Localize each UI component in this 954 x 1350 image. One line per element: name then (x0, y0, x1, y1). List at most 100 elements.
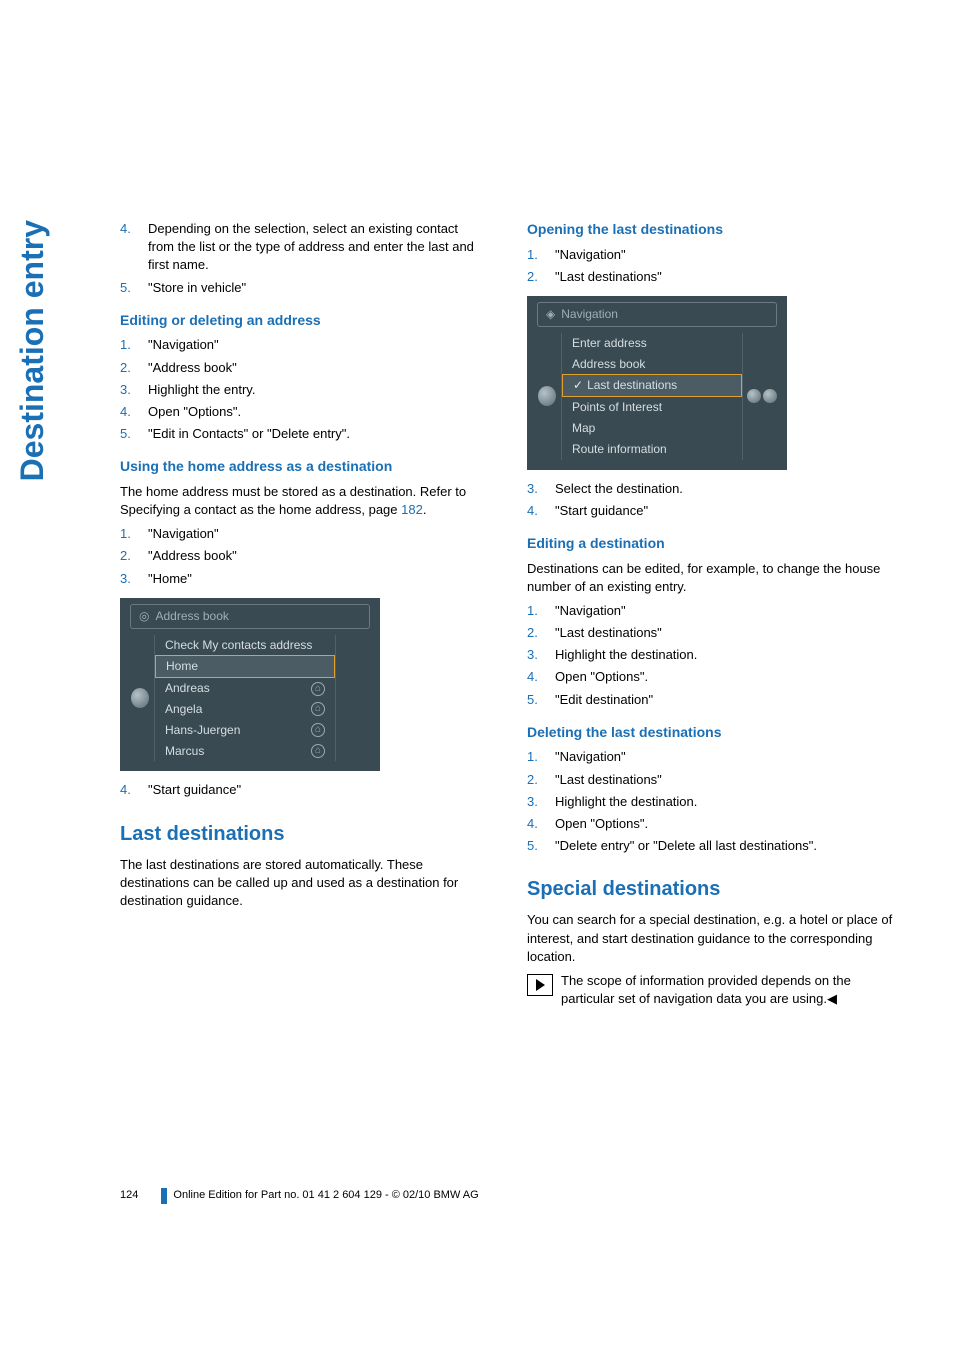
note-icon (527, 974, 553, 996)
page-number: 124 (120, 1188, 138, 1203)
list-item: 3."Home" (120, 570, 487, 588)
list-item: 4."Start guidance" (527, 502, 894, 520)
screenshot-row: Address book (562, 354, 742, 375)
list-number: 4. (120, 220, 138, 275)
list-item: 5."Edit destination" (527, 691, 894, 709)
list-text: "Delete entry" or "Delete all last desti… (555, 837, 894, 855)
note-block: The scope of information provided depend… (527, 972, 894, 1008)
list-text: "Store in vehicle" (148, 279, 487, 297)
knob-icon (763, 389, 777, 403)
row-label: Home (166, 658, 198, 675)
screenshot-row: Enter address (562, 333, 742, 354)
list-text: Open "Options". (555, 815, 894, 833)
list-number: 4. (527, 815, 545, 833)
list-number: 1. (120, 336, 138, 354)
check-icon: ✓ (573, 378, 583, 392)
screenshot-row: Angela ⌂ (155, 699, 335, 720)
paragraph: The last destinations are stored automat… (120, 856, 487, 911)
list-number: 3. (527, 480, 545, 498)
list-number: 1. (527, 602, 545, 620)
list-item: 4."Start guidance" (120, 781, 487, 799)
text: . (423, 502, 427, 517)
list-number: 3. (527, 646, 545, 664)
screenshot-title: Navigation (561, 306, 618, 323)
list-text: Highlight the destination. (555, 646, 894, 664)
list-number: 5. (527, 691, 545, 709)
numbered-list: 1. "Navigation" 2."Address book" 3.Highligh… (120, 336, 487, 443)
list-text: "Navigation" (555, 246, 894, 264)
heading-deleting-last: Deleting the last destinations (527, 723, 894, 743)
row-label: Marcus (165, 743, 204, 760)
list-item: 2."Last destinations" (527, 268, 894, 286)
left-column: 4.Depending on the selection, select an … (120, 220, 487, 1008)
list-item: 2."Last destinations" (527, 771, 894, 789)
screenshot-row: Andreas⌂ (155, 678, 335, 699)
list-text: "Navigation" (148, 336, 487, 354)
list-text: Highlight the destination. (555, 793, 894, 811)
paragraph: Destinations can be edited, for example,… (527, 560, 894, 596)
nav-icon: ◈ (546, 306, 555, 323)
list-item: 3. Highlight the destination. (527, 646, 894, 664)
home-icon: ⌂ (311, 723, 325, 737)
page-link[interactable]: 182 (401, 502, 423, 517)
row-label: ✓Last destinations (573, 377, 677, 394)
list-text: "Navigation" (148, 525, 487, 543)
knob-icon (747, 389, 761, 403)
list-item: 3.Highlight the entry. (120, 381, 487, 399)
numbered-list: 1. "Navigation" 2."Last destinations" 3. Hig… (527, 602, 894, 709)
list-item: 2."Address book" (120, 359, 487, 377)
numbered-list: 3.Select the destination.4."Start guidan… (527, 480, 894, 520)
list-number: 4. (527, 668, 545, 686)
dial-icon (130, 687, 150, 709)
list-number: 1. (527, 748, 545, 766)
list-text: "Address book" (148, 547, 487, 565)
list-item: 4. Open "Options". (527, 668, 894, 686)
heading-editing-destination: Editing a destination (527, 534, 894, 554)
screenshot-address-book: ◎ Address book Check My contacts address… (120, 598, 380, 772)
row-label: Route information (572, 441, 667, 458)
screenshot-row: ✓Last destinations (562, 374, 742, 397)
list-text: "Navigation" (555, 602, 894, 620)
screenshot-row: Map (562, 418, 742, 439)
list-item: 5. "Edit in Contacts" or "Delete entry". (120, 425, 487, 443)
screenshot-titlebar: ◈ Navigation (537, 302, 777, 327)
home-icon: ⌂ (311, 744, 325, 758)
screenshot-title: Address book (155, 608, 228, 625)
heading-opening-last: Opening the last destinations (527, 220, 894, 240)
screenshot-navigation: ◈ Navigation Enter addressAddress book ✓L… (527, 296, 787, 470)
list-text: Highlight the entry. (148, 381, 487, 399)
home-icon: ⌂ (311, 702, 325, 716)
list-number: 2. (120, 547, 138, 565)
note-text: The scope of information provided depend… (561, 972, 894, 1008)
numbered-list: 4."Start guidance" (120, 781, 487, 799)
list-number: 1. (527, 246, 545, 264)
numbered-list: 1."Navigation"2."Last destinations"3.Hig… (527, 748, 894, 855)
side-tab: Destination entry (10, 220, 55, 481)
list-text: "Navigation" (555, 748, 894, 766)
list-item: 5."Store in vehicle" (120, 279, 487, 297)
list-text: "Start guidance" (148, 781, 487, 799)
paragraph: The home address must be stored as a des… (120, 483, 487, 519)
row-label: Map (572, 420, 595, 437)
list-text: Open "Options". (555, 668, 894, 686)
footer-text: Online Edition for Part no. 01 41 2 604 … (161, 1188, 478, 1203)
list-item: 1. "Navigation" (527, 246, 894, 264)
list-number: 5. (120, 425, 138, 443)
numbered-list: 1. "Navigation" 2."Last destinations" (527, 246, 894, 286)
screenshot-row: Home (155, 655, 335, 678)
list-number: 3. (120, 570, 138, 588)
list-text: "Edit in Contacts" or "Delete entry". (148, 425, 487, 443)
list-number: 5. (527, 837, 545, 855)
heading-last-destinations: Last destinations (120, 820, 487, 848)
row-label: Points of Interest (572, 399, 662, 416)
list-item: 2."Last destinations" (527, 624, 894, 642)
list-text: "Start guidance" (555, 502, 894, 520)
list-item: 1. "Navigation" (527, 748, 894, 766)
list-text: "Last destinations" (555, 771, 894, 789)
list-item: 4. Open "Options". (527, 815, 894, 833)
globe-icon: ◎ (139, 608, 149, 625)
list-item: 1. "Navigation" (527, 602, 894, 620)
list-item: 4.Depending on the selection, select an … (120, 220, 487, 275)
row-label: Angela (165, 701, 202, 718)
heading-special-destinations: Special destinations (527, 875, 894, 903)
